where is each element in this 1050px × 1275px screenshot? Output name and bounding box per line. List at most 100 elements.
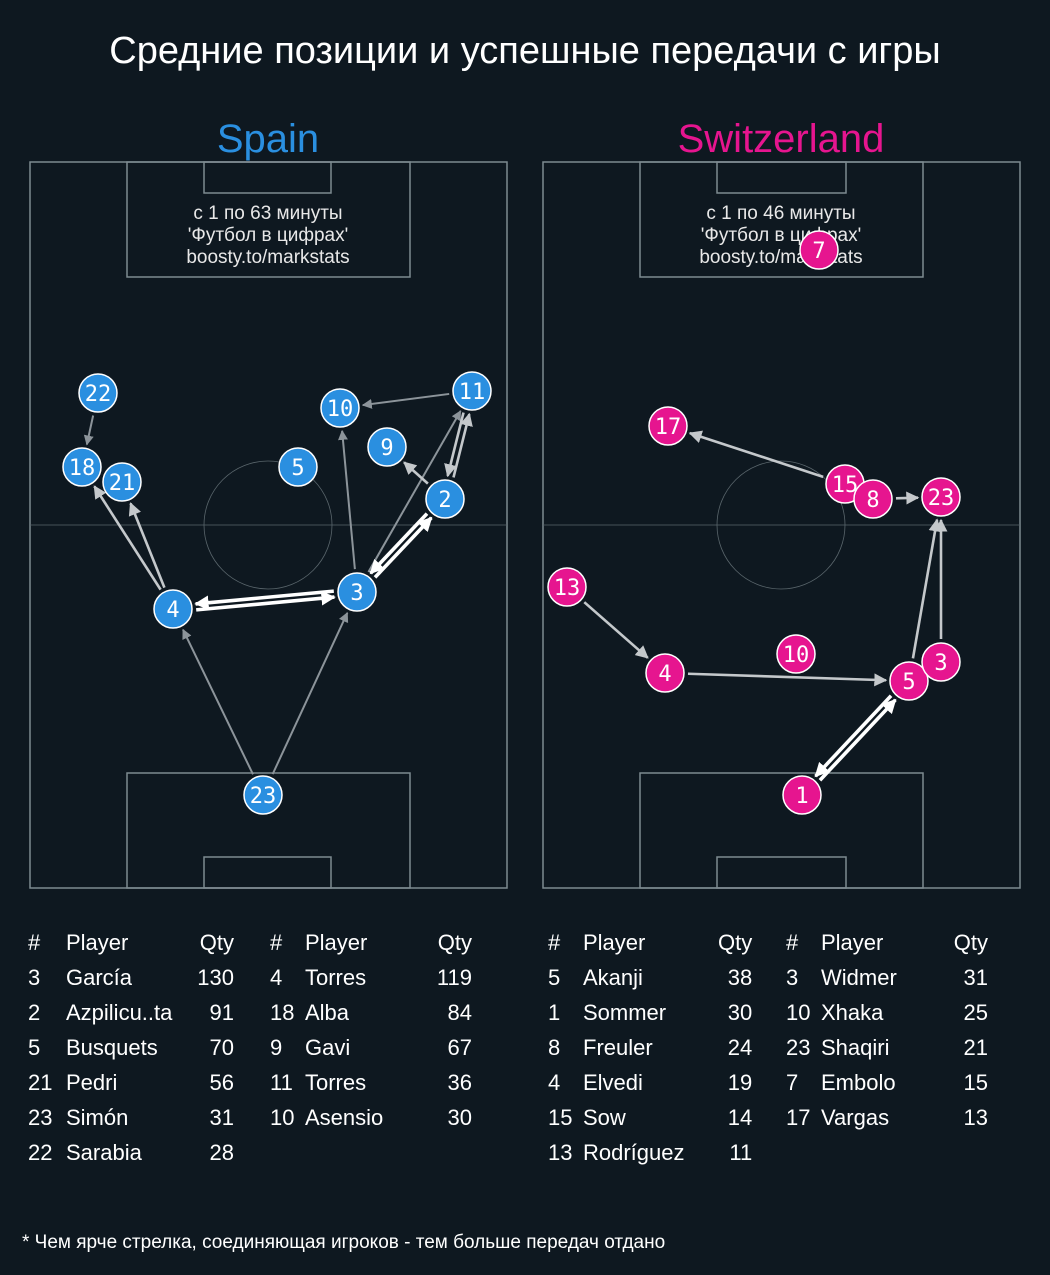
player-number: 11	[459, 380, 486, 405]
player-num-cell: 11	[270, 1069, 293, 1095]
pass-arrow	[688, 430, 824, 479]
pass-arrow	[128, 502, 166, 589]
player-name-cell: Elvedi	[583, 1069, 643, 1095]
player-name-cell: Gavi	[305, 1034, 351, 1060]
page-title: Средние позиции и успешные передачи с иг…	[109, 30, 941, 72]
pass-qty-cell: 67	[447, 1034, 472, 1060]
player-num-cell: 1	[548, 999, 561, 1025]
player-name-cell: Rodríguez	[583, 1139, 685, 1165]
player-number: 23	[928, 486, 955, 511]
col-header-qty: Qty	[199, 929, 234, 955]
player-circle	[782, 775, 822, 815]
pass-arrow	[583, 601, 649, 659]
player-num-cell: 23	[786, 1034, 811, 1060]
pass-qty-cell: 28	[209, 1139, 234, 1165]
player-circle	[102, 462, 142, 502]
player-num-cell: 8	[548, 1034, 561, 1060]
col-header-num: #	[548, 929, 561, 955]
table-row: 5 Busquets 70	[28, 1030, 234, 1065]
player-marker: 18	[62, 447, 102, 487]
player-marker: 23	[921, 477, 961, 517]
player-marker: 5	[889, 661, 929, 701]
pass-arrow	[194, 589, 334, 610]
player-marker: 4	[153, 589, 193, 629]
player-marker: 5	[278, 447, 318, 487]
info-text-spain: с 1 по 63 минуты 'Футбол в цифрах' boost…	[186, 203, 349, 268]
player-name-cell: Torres	[305, 1069, 367, 1095]
table-row: 15 Sow 14	[548, 1100, 752, 1135]
player-number: 9	[380, 436, 393, 461]
player-name-cell: Busquets	[66, 1034, 158, 1060]
player-circle	[153, 589, 193, 629]
player-number: 5	[902, 670, 915, 695]
player-name-cell: Torres	[305, 964, 367, 990]
player-number: 2	[438, 488, 451, 513]
player-marker: 17	[648, 406, 688, 446]
player-name-cell: Widmer	[821, 964, 897, 990]
player-num-cell: 23	[28, 1104, 53, 1130]
table-row: 22 Sarabia 28	[28, 1135, 234, 1170]
table-row: 7 Embolo 15	[786, 1065, 988, 1100]
pass-qty-cell: 91	[209, 999, 234, 1025]
table-row: 1 Sommer 30	[548, 995, 752, 1030]
pass-qty-cell: 31	[209, 1104, 234, 1130]
pass-qty-cell: 84	[447, 999, 472, 1025]
player-marker: 22	[78, 373, 118, 413]
player-num-cell: 5	[28, 1034, 41, 1060]
player-num-cell: 17	[786, 1104, 811, 1130]
player-num-cell: 18	[270, 999, 295, 1025]
pass-qty-cell: 21	[963, 1034, 988, 1060]
player-name-cell: Shaqiri	[821, 1034, 890, 1060]
player-circle	[921, 642, 961, 682]
player-circle	[648, 406, 688, 446]
player-marker: 23	[243, 775, 283, 815]
player-circle	[853, 479, 893, 519]
player-num-cell: 15	[548, 1104, 573, 1130]
player-circle	[776, 634, 816, 674]
table-row: 8 Freuler 24	[548, 1030, 752, 1065]
pass-qty-cell: 130	[197, 964, 234, 990]
info-line: с 1 по 46 минуты	[706, 203, 855, 224]
player-name-cell: Embolo	[821, 1069, 896, 1095]
player-circle	[367, 427, 407, 467]
player-num-cell: 4	[270, 964, 283, 990]
pass-arrow	[196, 591, 336, 612]
player-num-cell: 22	[28, 1139, 53, 1165]
player-name-cell: Alba	[305, 999, 350, 1025]
player-circle	[78, 373, 118, 413]
player-name-cell: Sarabia	[66, 1139, 142, 1165]
pass-table-switzerland-1: # Player Qty 5 Akanji 38 1 Sommer 30 8 Freuler 2…	[548, 925, 752, 1170]
player-number: 17	[655, 415, 682, 440]
player-marker: 1	[782, 775, 822, 815]
pass-arrow	[361, 392, 450, 409]
player-marker: 7	[799, 230, 839, 270]
pass-qty-cell: 15	[963, 1069, 988, 1095]
pass-arrow	[271, 611, 349, 775]
table-row: 3 Widmer 31	[786, 960, 988, 995]
player-number: 10	[783, 643, 810, 668]
pass-qty-cell: 70	[209, 1034, 234, 1060]
pass-arrow	[911, 518, 942, 659]
col-header-qty: Qty	[437, 929, 472, 955]
player-number: 18	[69, 456, 96, 481]
pass-arrow	[93, 485, 162, 591]
player-circle	[547, 567, 587, 607]
player-number: 15	[832, 473, 859, 498]
pass-qty-cell: 13	[963, 1104, 988, 1130]
player-name-cell: Akanji	[583, 964, 643, 990]
player-circle	[645, 653, 685, 693]
table-row: 10 Xhaka 25	[786, 995, 988, 1030]
player-number: 22	[85, 382, 112, 407]
table-row: 18 Alba 84	[270, 995, 472, 1030]
col-header-qty: Qty	[953, 929, 988, 955]
table-row: 23 Shaqiri 21	[786, 1030, 988, 1065]
col-header-player: Player	[305, 929, 368, 955]
pass-qty-cell: 36	[447, 1069, 472, 1095]
info-line: 'Футбол в цифрах'	[188, 225, 348, 246]
table-row: 13 Rodríguez 11	[548, 1135, 752, 1170]
player-number: 13	[554, 576, 581, 601]
player-marker: 8	[853, 479, 893, 519]
player-marker: 3	[337, 572, 377, 612]
player-name-cell: Xhaka	[821, 999, 884, 1025]
pass-arrow	[337, 429, 356, 570]
